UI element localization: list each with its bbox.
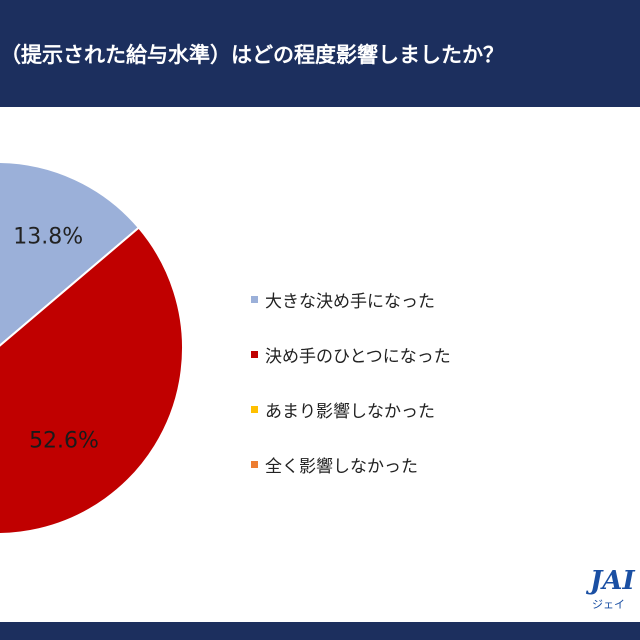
- chart-legend: 大きな決め手になった 決め手のひとつになった あまり影響しなかった 全く影響しな…: [251, 285, 451, 505]
- pie-chart: 13.8% 52.6%: [0, 161, 184, 535]
- pie-slices: [0, 161, 184, 535]
- header-bar: （提示された給与水準）はどの程度影響しましたか？: [0, 0, 640, 107]
- logo-subtext: ジェイ: [592, 598, 625, 611]
- legend-swatch: [251, 350, 258, 358]
- legend-swatch: [251, 460, 258, 468]
- legend-item: 大きな決め手になった: [251, 285, 451, 313]
- legend-label: あまり影響しなかった: [265, 401, 435, 422]
- legend-item: 全く影響しなかった: [251, 450, 451, 478]
- legend-swatch: [251, 405, 258, 413]
- pie-data-label: 52.6%: [29, 428, 99, 453]
- pie-slice: [0, 161, 141, 347]
- page-title: （提示された給与水準）はどの程度影響しましたか？: [0, 43, 504, 67]
- legend-item: 決め手のひとつになった: [251, 340, 451, 368]
- legend-label: 決め手のひとつになった: [265, 346, 451, 367]
- company-logo: JAI ジェイ: [590, 566, 640, 618]
- legend-item: あまり影響しなかった: [251, 395, 451, 423]
- legend-label: 大きな決め手になった: [265, 291, 435, 312]
- legend-label: 全く影響しなかった: [265, 456, 418, 477]
- logo-mark: JAI: [590, 566, 635, 596]
- pie-data-labels: 13.8% 52.6%: [13, 224, 99, 453]
- legend-swatch: [251, 295, 258, 303]
- pie-data-label: 13.8%: [13, 224, 83, 249]
- pie-slice: [0, 226, 184, 535]
- footer-bar: [0, 622, 640, 640]
